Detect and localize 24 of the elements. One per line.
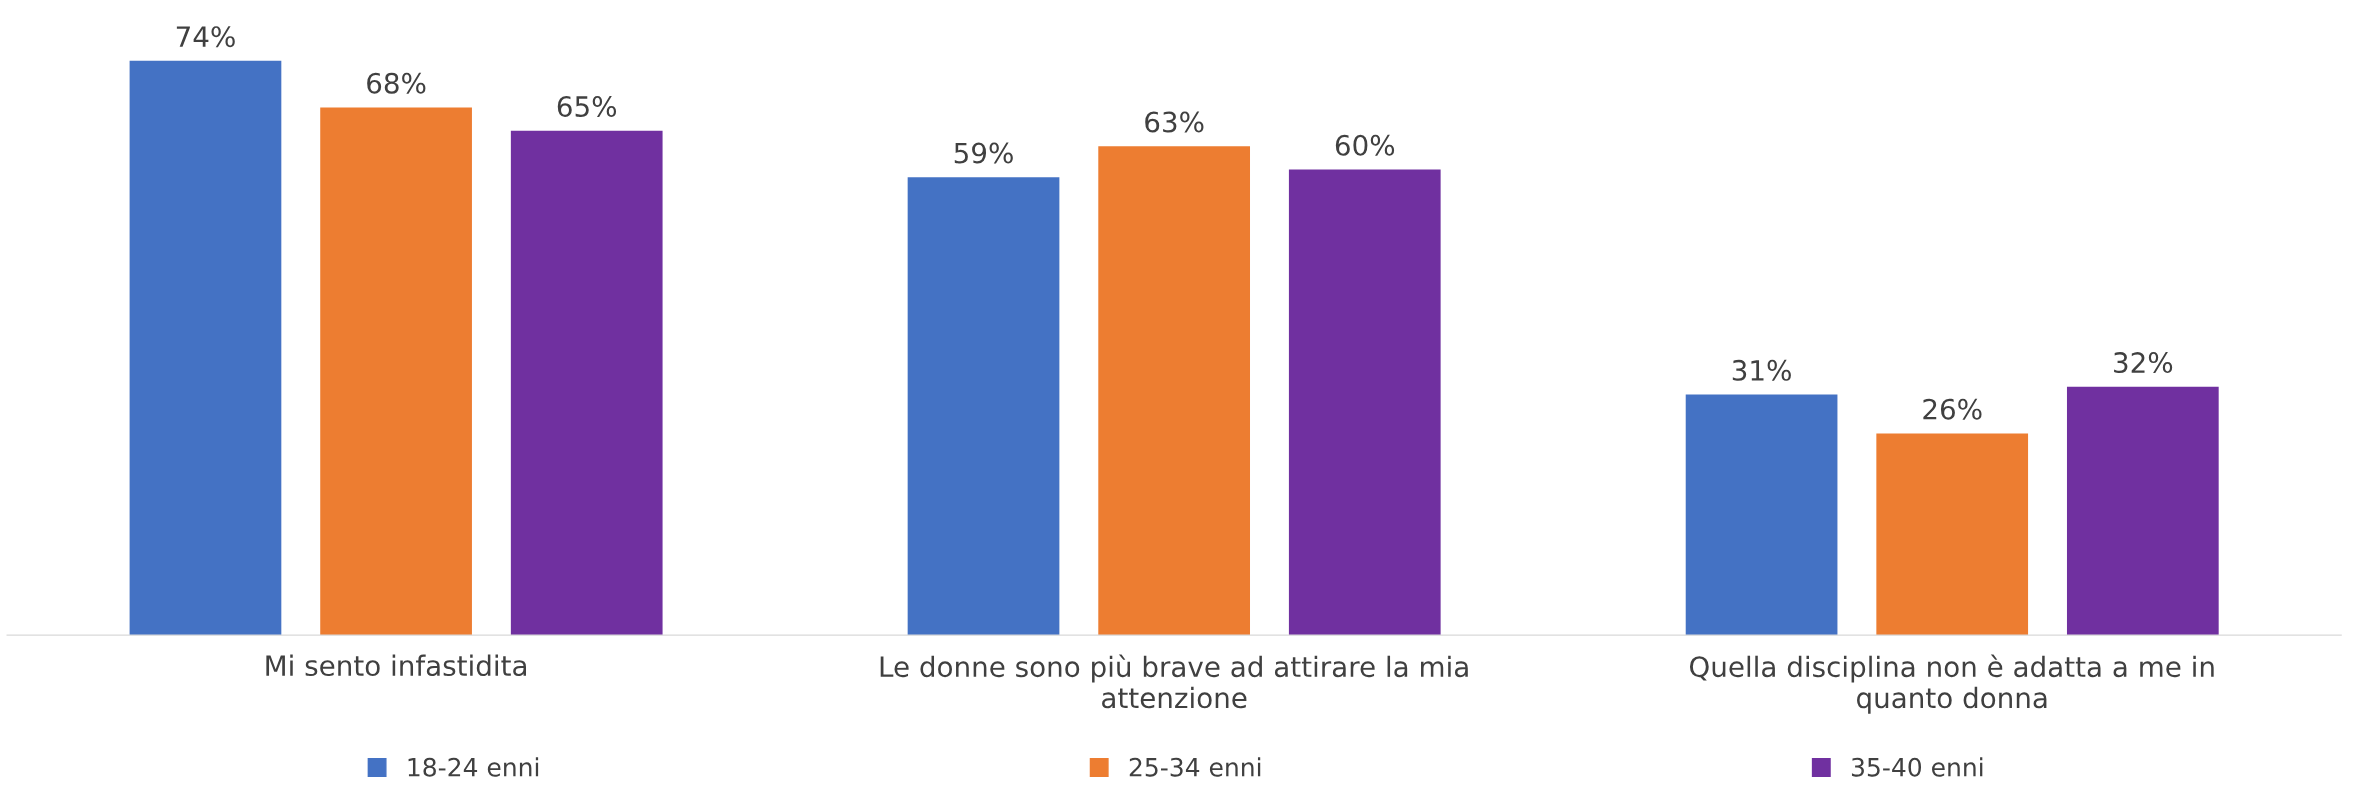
legend-label: 18-24 enni xyxy=(408,757,539,777)
bar xyxy=(320,107,472,636)
x-tick-label: Mi sento infastidita xyxy=(266,654,526,677)
bar xyxy=(2066,386,2219,636)
data-label: 26% xyxy=(1923,398,1982,420)
data-label: 63% xyxy=(1145,111,1204,133)
bar xyxy=(510,130,663,636)
data-label: 59% xyxy=(954,142,1013,164)
data-label: 32% xyxy=(2114,352,2173,374)
data-label: 65% xyxy=(557,95,617,117)
data-label: 31% xyxy=(1732,359,1791,381)
legend-label: 35-40 enni xyxy=(1851,757,1983,777)
bar xyxy=(907,177,1060,636)
bar xyxy=(1876,433,2029,636)
x-tick-label: Quella disciplina non è adatta a me in quanto donna xyxy=(1689,654,2214,714)
data-label: 68% xyxy=(367,72,426,94)
x-tick-label: Le donne sono più brave ad attirare la mia attenzione xyxy=(880,654,1468,709)
bar xyxy=(1288,169,1441,636)
legend-label: 25-34 enni xyxy=(1129,757,1261,777)
bar xyxy=(1685,394,1838,636)
bar xyxy=(1098,146,1251,636)
data-label: 74% xyxy=(176,26,235,48)
bar xyxy=(129,60,282,636)
data-label: 60% xyxy=(1335,134,1395,156)
